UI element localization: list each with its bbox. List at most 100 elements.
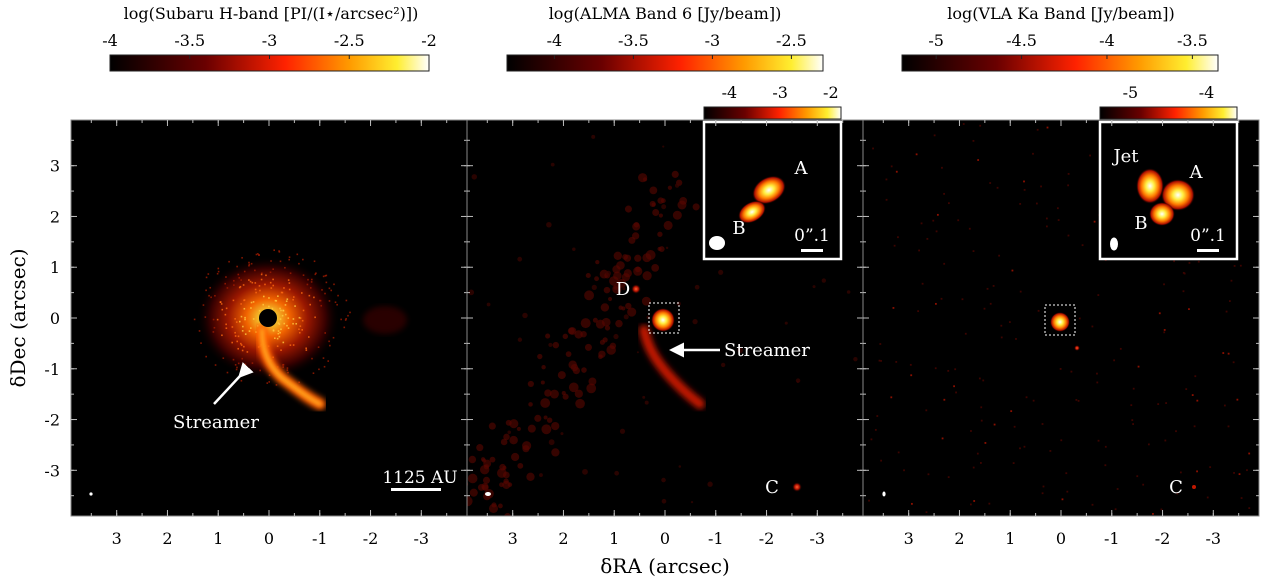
- panel-alma-tickmarks: [467, 120, 863, 516]
- emission-patch: [574, 330, 583, 339]
- emission-patch: [534, 414, 542, 422]
- emission-patch: [628, 236, 636, 244]
- faint-emission-west: [363, 306, 407, 334]
- noise-pixel: [1019, 447, 1021, 450]
- speckle: [258, 309, 261, 312]
- speckle: [248, 264, 250, 267]
- vla-zoom-box: [1044, 304, 1076, 336]
- emission-patch: [692, 319, 698, 325]
- noise-pixel: [1077, 399, 1080, 402]
- speckle: [236, 340, 239, 343]
- emission-patch: [511, 439, 515, 443]
- emission-patch: [580, 318, 591, 329]
- speckle: [265, 274, 267, 277]
- emission-patch: [562, 333, 569, 340]
- noise-pixel: [989, 302, 992, 305]
- speckle: [311, 278, 313, 281]
- inset-colorbar-tick-label: -2: [823, 83, 839, 102]
- speckle: [254, 282, 257, 284]
- colorbar-alma-ticks: -4 -3.5 -3 -2.5: [547, 31, 807, 59]
- noise-pixel: [976, 452, 979, 455]
- speckle: [217, 270, 220, 273]
- x-tick-label: 3: [508, 529, 518, 548]
- noise-pixel: [1032, 152, 1034, 155]
- noise-pixel: [932, 219, 935, 222]
- speckle: [262, 303, 265, 306]
- speckle: [258, 254, 260, 256]
- x-tick-label: 2: [162, 529, 172, 548]
- noise-pixel: [954, 368, 957, 371]
- colorbar-tick-label: -5: [928, 31, 944, 50]
- speckle: [219, 301, 222, 303]
- noise-pixel: [970, 503, 972, 506]
- inset-label-b: B: [732, 218, 745, 239]
- speckle: [216, 318, 219, 321]
- speckle: [231, 326, 234, 328]
- emission-patch: [540, 398, 551, 408]
- emission-patch: [598, 350, 606, 358]
- speckle: [260, 278, 263, 281]
- speckle: [298, 316, 301, 319]
- speckle: [336, 303, 338, 306]
- emission-patch: [718, 269, 724, 275]
- speckle: [287, 371, 289, 374]
- x-tick-label: 1: [1005, 529, 1015, 548]
- emission-patch: [661, 204, 667, 210]
- colorbar-subaru: log(Subaru H-band [PI/(I⋆/arcsec²)]) -4-…: [102, 4, 437, 72]
- speckle: [305, 349, 308, 351]
- x-tick-label: 1: [213, 529, 223, 548]
- speckle: [216, 272, 219, 275]
- colorbar-alma-bar: [506, 54, 824, 72]
- noise-pixel: [1023, 180, 1025, 183]
- speckle: [233, 284, 235, 286]
- emission-patch: [467, 473, 478, 484]
- emission-patch: [528, 402, 533, 407]
- streamer-label: Streamer: [173, 412, 259, 433]
- inset-vla-scale-label: 0”.1: [1190, 226, 1226, 246]
- speckle: [233, 279, 235, 282]
- speckle: [213, 326, 216, 329]
- emission-patch: [551, 448, 560, 457]
- emission-patch: [527, 424, 536, 433]
- noise-pixel: [972, 250, 975, 253]
- speckle: [334, 301, 337, 304]
- speckle: [255, 291, 257, 294]
- speckle: [276, 345, 279, 347]
- speckle: [278, 250, 280, 252]
- emission-patch: [482, 476, 491, 484]
- noise-pixel: [1070, 370, 1073, 373]
- inset-colorbar-vla: -5 -4: [1099, 83, 1238, 120]
- emission-patch: [622, 254, 628, 260]
- noise-pixel: [1036, 128, 1039, 131]
- noise-pixel: [890, 396, 893, 399]
- emission-patch: [498, 522, 507, 531]
- colorbar-tick-label: -4: [1099, 31, 1115, 50]
- emission-patch: [586, 383, 597, 394]
- emission-patch: [707, 481, 713, 487]
- noise-pixel: [970, 430, 972, 432]
- noise-pixel: [1040, 185, 1042, 188]
- noise-pixel: [1163, 283, 1165, 286]
- noise-pixel: [1164, 439, 1167, 442]
- x-tick-label: 2: [954, 529, 964, 548]
- emission-patch: [507, 430, 512, 435]
- speckle: [284, 304, 287, 306]
- emission-patch: [594, 276, 599, 282]
- speckle: [277, 295, 279, 297]
- speckle: [320, 304, 323, 307]
- emission-patch: [584, 343, 592, 351]
- noise-pixel: [1010, 410, 1013, 413]
- speckle: [288, 256, 291, 258]
- x-tick-label: -2: [759, 529, 775, 548]
- colorbar-vla-bar: [901, 54, 1219, 72]
- noise-pixel: [925, 409, 928, 412]
- emission-patch: [623, 314, 629, 320]
- emission-patch: [784, 321, 788, 325]
- noise-pixel: [897, 451, 900, 454]
- speckle: [254, 288, 257, 291]
- noise-pixel: [1136, 475, 1139, 478]
- speckle: [324, 332, 327, 334]
- noise-pixel: [986, 287, 989, 290]
- noise-pixel: [1130, 404, 1133, 407]
- inset-colorbar-tick-label: -4: [722, 83, 738, 102]
